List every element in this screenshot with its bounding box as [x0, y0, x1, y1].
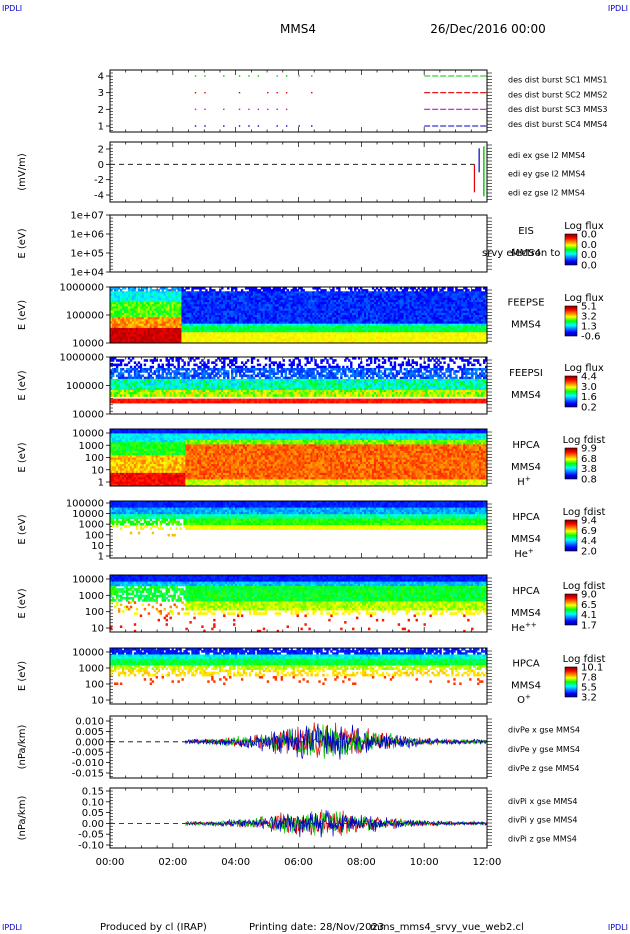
y-tick-label: 1e+07 — [70, 211, 104, 222]
y-tick-label: -4 — [94, 191, 104, 202]
burst-mark — [258, 125, 259, 126]
burst-mark — [248, 125, 249, 126]
burst-mark — [286, 92, 287, 93]
legend-entry: des dist burst SC3 MMS3 — [508, 105, 607, 114]
burst-mark — [204, 109, 205, 110]
burst-mark — [239, 75, 240, 76]
burst-mark — [277, 109, 278, 110]
corner-mark-br: IPDLI — [608, 923, 628, 932]
burst-mark — [311, 75, 312, 76]
y-tick-label: 0 — [98, 160, 104, 171]
burst-mark — [223, 125, 224, 126]
y-axis-label: E (eV) — [17, 228, 28, 258]
corner-mark-bl: IPDLI — [2, 923, 22, 932]
y-tick-label: 2 — [98, 145, 104, 156]
y-axis-label: (mV/m) — [17, 153, 28, 191]
header-date: 26/Dec/2016 00:00 — [430, 22, 546, 36]
burst-mark — [195, 109, 196, 110]
y-tick-label: 1e+04 — [70, 268, 104, 279]
legend-entry: edi ez gse l2 MMS4 — [508, 188, 585, 197]
corner-mark-tl: IPDLI — [2, 4, 22, 13]
burst-mark — [204, 75, 205, 76]
y-tick-label: 2 — [98, 105, 104, 116]
burst-mark — [311, 92, 312, 93]
burst-mark — [258, 75, 259, 76]
burst-mark — [195, 92, 196, 93]
burst-mark — [204, 125, 205, 126]
burst-mark — [239, 125, 240, 126]
legend-entry: des dist burst SC1 MMS1 — [508, 76, 607, 85]
overlay-text: srvy electron to — [482, 248, 560, 259]
burst-mark — [239, 109, 240, 110]
legend-entry: edi ey gse l2 MMS4 — [508, 170, 586, 179]
colorbar-tick-label: 0.0 — [581, 261, 597, 272]
burst-mark — [195, 75, 196, 76]
y-tick-label: 1e+05 — [70, 249, 104, 260]
legend-entry: des dist burst SC4 MMS4 — [508, 120, 607, 129]
summary-plot: MMS4 26/Dec/2016 00:00 4 3 2 1 des dist burs… — [0, 0, 630, 934]
burst-mark — [299, 75, 300, 76]
legend-entry: des dist burst SC2 MMS2 — [508, 90, 607, 99]
burst-mark — [248, 109, 249, 110]
y-tick-label: 1 — [98, 122, 104, 133]
y-tick-label: 4 — [98, 72, 104, 83]
burst-mark — [258, 109, 259, 110]
instrument-label: EIS — [518, 226, 534, 237]
panel-border — [110, 215, 487, 272]
spectrogram — [110, 287, 487, 343]
y-tick-label: -2 — [94, 175, 104, 186]
burst-mark — [277, 92, 278, 93]
corner-mark-tr: IPDLI — [608, 4, 628, 13]
burst-mark — [223, 75, 224, 76]
burst-mark — [286, 109, 287, 110]
burst-mark — [277, 75, 278, 76]
panel-border — [110, 70, 487, 132]
burst-mark — [286, 75, 287, 76]
panel-des_burst: 4 3 2 1 des dist burst SC1 MMS1 des dist burs… — [98, 70, 608, 133]
burst-mark — [267, 92, 268, 93]
legend-entry: edi ex gse l2 MMS4 — [508, 151, 585, 160]
y-tick-label: 3 — [98, 88, 104, 99]
burst-mark — [239, 92, 240, 93]
burst-mark — [248, 75, 249, 76]
burst-mark — [267, 109, 268, 110]
burst-mark — [299, 125, 300, 126]
burst-mark — [311, 125, 312, 126]
burst-mark — [195, 125, 196, 126]
burst-mark — [223, 109, 224, 110]
panel-edi: 2 0 -2 -4 (mV/m) edi ex gse l2 MMS4 edi ey gse… — [17, 142, 586, 202]
burst-mark — [204, 92, 205, 93]
y-tick-label: 1e+06 — [70, 230, 104, 241]
burst-mark — [286, 125, 287, 126]
header-spacecraft: MMS4 — [280, 22, 316, 36]
colorbar — [565, 234, 577, 265]
burst-mark — [277, 125, 278, 126]
panel-border — [110, 142, 487, 202]
